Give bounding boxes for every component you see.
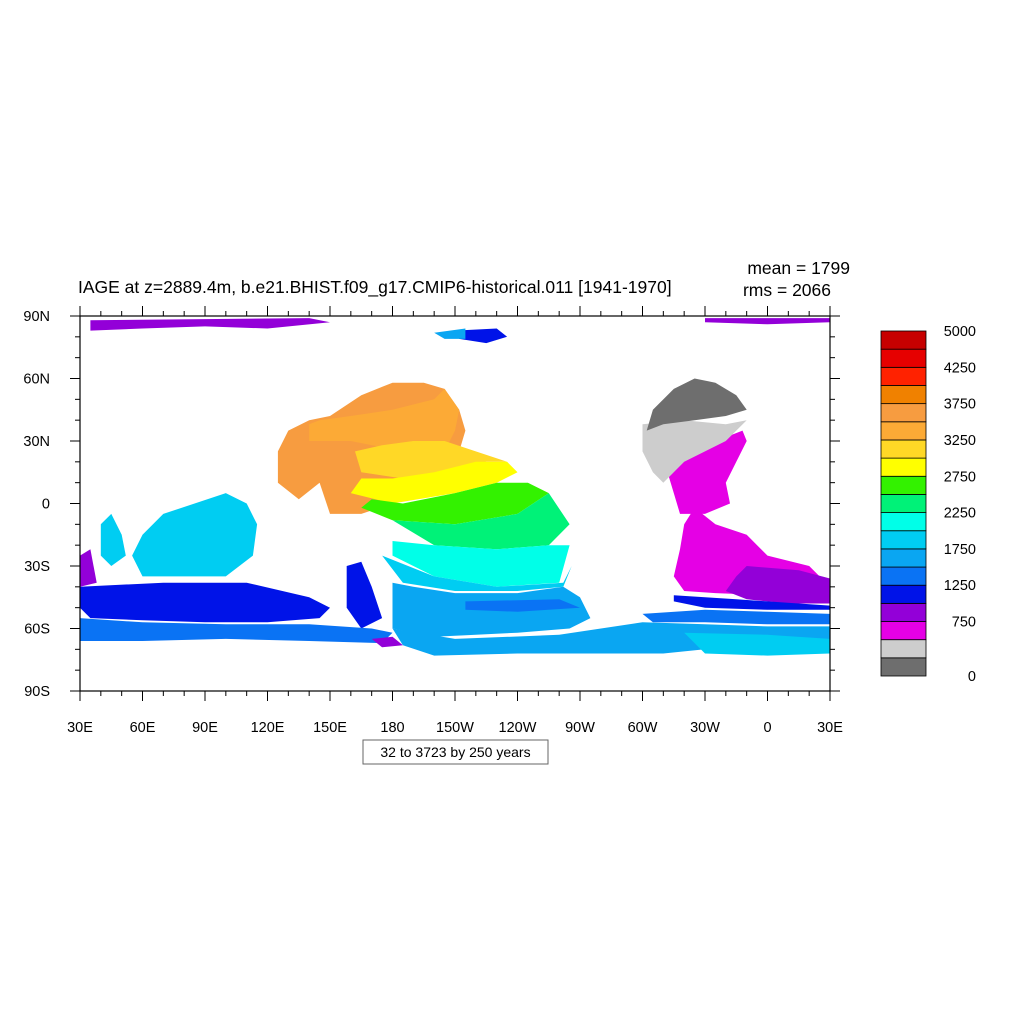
region-north-pacific-2750 bbox=[350, 461, 518, 504]
y-tick-label: 30S bbox=[24, 559, 50, 575]
stat-rms: rms = 2066 bbox=[743, 280, 831, 300]
colorbar-label: 750 bbox=[952, 615, 976, 631]
region-south-atlantic-south bbox=[673, 595, 830, 610]
region-weddell-1750 bbox=[684, 632, 830, 656]
colorbar-label: 2750 bbox=[944, 469, 976, 485]
y-tick-label: 60N bbox=[23, 372, 50, 388]
x-tick-label: 60E bbox=[130, 720, 156, 736]
y-tick-labels: 90N 60N 30N 0 30S 60S 90S bbox=[23, 309, 50, 700]
region-tropical-pacific-2250 bbox=[392, 493, 570, 550]
colorbar-box bbox=[880, 621, 927, 641]
x-tick-label: 120W bbox=[499, 720, 537, 736]
colorbar-box bbox=[880, 657, 927, 677]
colorbar-label: 1750 bbox=[944, 542, 976, 558]
region-south-atlantic-sub bbox=[725, 566, 830, 604]
region-indian-south bbox=[80, 582, 330, 623]
colorbar-box bbox=[880, 348, 927, 368]
y-tick-label: 90N bbox=[23, 309, 50, 325]
region-arctic-basin-light bbox=[434, 328, 466, 339]
colorbar-box bbox=[880, 584, 927, 604]
chart-title: IAGE at z=2889.4m, b.e21.BHIST.f09_g17.C… bbox=[78, 277, 672, 298]
colorbar-box bbox=[880, 439, 927, 459]
colorbar-box bbox=[880, 548, 927, 568]
contour-info-box bbox=[362, 739, 549, 765]
x-tick-label: 90W bbox=[565, 720, 595, 736]
y-tick-label: 30N bbox=[23, 434, 50, 450]
colorbar-box bbox=[880, 639, 927, 659]
x-tick-label: 120E bbox=[251, 720, 285, 736]
colorbar-label: 2250 bbox=[944, 506, 976, 522]
x-tick-label: 30E bbox=[67, 720, 93, 736]
region-southern-indian-1250 bbox=[80, 618, 393, 644]
x-tick-label: 0 bbox=[763, 720, 771, 736]
contour-info: 32 to 3723 by 250 years bbox=[380, 744, 530, 760]
region-southern-pacific-deep bbox=[465, 599, 580, 612]
region-north-pacific-3500 bbox=[309, 388, 460, 452]
region-indian-east bbox=[100, 513, 126, 566]
colorbar-label: 3250 bbox=[944, 433, 976, 449]
x-tick-label: 30E bbox=[817, 720, 843, 736]
stat-mean: mean = 1799 bbox=[747, 258, 850, 278]
colorbar-label: 5000 bbox=[944, 324, 976, 340]
ticks-layer bbox=[70, 306, 840, 701]
x-tick-labels: 30E 60E 90E 120E 150E 180 150W 120W 90W 60W 30W 0 30… bbox=[67, 720, 843, 736]
colorbar-box bbox=[880, 566, 927, 586]
region-arctic-east bbox=[705, 318, 830, 325]
colorbar-labels: 0 750 1250 1750 2250 2750 3250 3750 4250 5000 bbox=[944, 324, 976, 685]
colorbar-box bbox=[880, 403, 927, 423]
colorbar-box bbox=[880, 494, 927, 513]
colorbar-label: 4250 bbox=[944, 360, 976, 376]
region-tasman-1250 bbox=[346, 561, 383, 629]
region-south-pacific-2000 bbox=[392, 541, 570, 587]
colorbar bbox=[880, 330, 927, 677]
colorbar-box bbox=[880, 330, 927, 350]
region-north-pacific-3000 bbox=[355, 441, 508, 479]
region-ross-700 bbox=[371, 636, 403, 648]
colorbar-box bbox=[880, 512, 927, 532]
colorbar-box bbox=[880, 385, 927, 405]
colorbar-box bbox=[880, 475, 927, 495]
region-western-indian-1500 bbox=[132, 493, 258, 577]
y-tick-label: 90S bbox=[24, 684, 50, 700]
colorbar-label: 0 bbox=[968, 669, 976, 685]
region-equatorial-pacific-2500 bbox=[361, 482, 549, 525]
region-north-atlantic-dark bbox=[646, 378, 747, 431]
x-tick-label: 60W bbox=[628, 720, 658, 736]
region-southern-atlantic-1250 bbox=[642, 609, 830, 625]
colorbar-label: 3750 bbox=[944, 397, 976, 413]
colorbar-box bbox=[880, 366, 927, 386]
x-tick-label: 150W bbox=[436, 720, 474, 736]
y-tick-label: 60S bbox=[24, 622, 50, 638]
colorbar-box bbox=[880, 530, 927, 550]
x-tick-label: 90E bbox=[192, 720, 218, 736]
colorbar-box bbox=[880, 457, 927, 477]
x-tick-label: 150E bbox=[313, 720, 347, 736]
x-tick-label: 180 bbox=[380, 720, 404, 736]
region-south-pacific-1750 bbox=[382, 555, 572, 591]
colorbar-box bbox=[880, 421, 927, 441]
region-arctic-ice-ocean bbox=[90, 318, 331, 331]
colorbar-box bbox=[880, 602, 927, 622]
region-north-atlantic-light bbox=[642, 420, 747, 483]
y-tick-label: 0 bbox=[42, 497, 50, 513]
x-tick-label: 30W bbox=[690, 720, 720, 736]
region-arctic-basin-blue bbox=[455, 328, 508, 344]
map-layer bbox=[80, 318, 830, 656]
colorbar-label: 1250 bbox=[944, 578, 976, 594]
region-western-south-atlantic-700 bbox=[80, 549, 97, 587]
